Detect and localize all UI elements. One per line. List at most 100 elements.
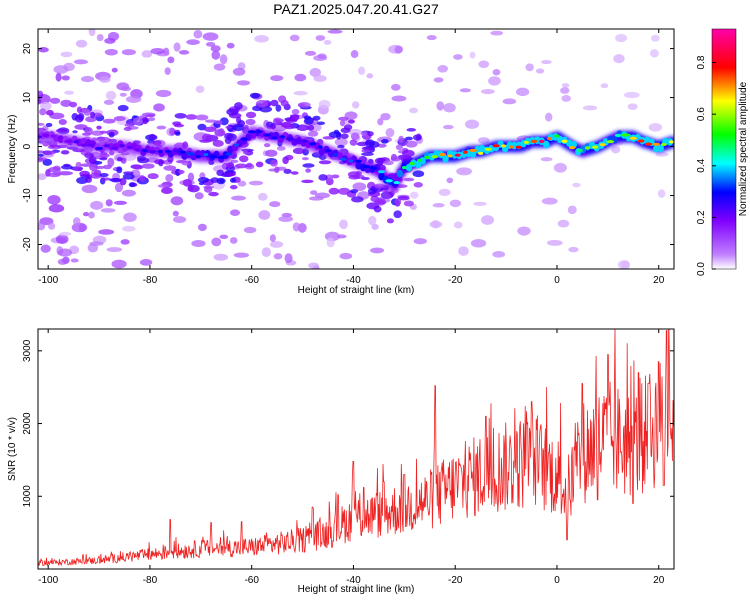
heatmap-cell — [182, 141, 189, 149]
heatmap-cell — [149, 133, 156, 140]
heatmap-cell — [47, 172, 61, 178]
heatmap-cell — [456, 167, 472, 176]
heatmap-cell — [649, 49, 659, 58]
heatmap-cell — [657, 144, 664, 153]
heatmap-cell — [613, 53, 625, 64]
heatmap-cell — [442, 155, 449, 163]
heatmap-cell — [278, 216, 294, 222]
x-tick-label: -60 — [244, 275, 259, 286]
heatmap-cell — [104, 37, 116, 44]
heatmap-cell — [347, 119, 356, 124]
heatmap-cell — [280, 99, 289, 107]
heatmap-cell — [48, 222, 56, 230]
heatmap-cell — [73, 140, 79, 144]
heatmap-cell — [205, 41, 216, 47]
heatmap-cell — [361, 176, 370, 181]
heatmap-cell — [245, 118, 256, 126]
heatmap-cell — [337, 187, 351, 195]
heatmap-cell — [307, 130, 319, 137]
heatmap-cell — [454, 153, 461, 157]
heatmap-cell — [405, 136, 413, 141]
snr-frame — [37, 328, 675, 570]
heatmap-cell — [248, 180, 264, 186]
x-tick-label: -100 — [38, 575, 58, 586]
heatmap-cell — [47, 194, 61, 205]
heatmap-cell — [255, 99, 269, 108]
snr-series-line — [38, 329, 674, 567]
colorbar-tick-label: 0.8 — [696, 55, 707, 69]
heatmap-cell — [199, 139, 212, 143]
heatmap-cell — [620, 260, 631, 269]
heatmap-cell — [181, 160, 190, 166]
colorbar-tick-label: 0.4 — [696, 158, 707, 172]
heatmap-cell — [247, 130, 256, 134]
heatmap-cell — [292, 147, 305, 155]
heatmap-cell — [637, 139, 645, 143]
heatmap-cell — [72, 166, 82, 172]
heatmap-cell — [123, 212, 137, 222]
heatmap-cell — [198, 181, 205, 186]
heatmap-cell — [172, 216, 187, 223]
heatmap-cell — [191, 239, 206, 248]
heatmap-cell — [126, 145, 133, 149]
heatmap-cell — [274, 166, 280, 174]
heatmap-cell — [331, 174, 340, 179]
heatmap-cell — [230, 159, 239, 164]
heatmap-cell — [305, 168, 311, 173]
y-tick-label: -10 — [22, 188, 33, 203]
heatmap-cell — [517, 226, 531, 236]
heatmap-cell — [606, 139, 615, 144]
heatmap-cell — [310, 190, 318, 195]
heatmap-cell — [599, 143, 607, 147]
heatmap-cell — [270, 75, 284, 82]
heatmap-cell — [63, 163, 71, 167]
heatmap-cell — [469, 148, 477, 153]
heatmap-cell — [391, 83, 401, 91]
heatmap-cell — [111, 67, 118, 73]
heatmap-cell — [309, 142, 317, 146]
heatmap-cell — [351, 101, 360, 109]
heatmap-cell — [139, 175, 146, 182]
spectrogram-y-axis: -20 -10 0 10 20 — [22, 43, 674, 252]
heatmap-cell — [42, 158, 53, 166]
heatmap-cell — [316, 121, 326, 126]
heatmap-cell — [53, 165, 61, 171]
heatmap-cell — [432, 203, 445, 208]
heatmap-cell — [538, 139, 545, 143]
heatmap-cell — [105, 90, 117, 101]
heatmap-cell — [156, 125, 167, 130]
x-tick-label: 20 — [653, 575, 665, 586]
heatmap-cell — [611, 145, 621, 154]
heatmap-cell — [271, 136, 278, 140]
heatmap-cell — [393, 210, 402, 219]
heatmap-cell — [245, 111, 257, 119]
heatmap-cell — [402, 166, 407, 170]
x-tick-label: 0 — [554, 275, 560, 286]
heatmap-cell — [386, 218, 394, 224]
heatmap-cell — [351, 196, 364, 203]
heatmap-cell — [554, 134, 560, 138]
colorbar-gradient — [711, 28, 737, 270]
heatmap-cell — [72, 217, 81, 226]
heatmap-cell — [89, 172, 103, 179]
heatmap-cell — [437, 65, 449, 73]
heatmap-cell — [102, 118, 116, 124]
heatmap-cell — [57, 258, 68, 265]
heatmap-cell — [245, 162, 253, 168]
heatmap-cell — [237, 80, 251, 86]
heatmap-cell — [38, 222, 46, 231]
heatmap-cell — [203, 152, 209, 157]
heatmap-cell — [186, 152, 195, 156]
heatmap-cell — [111, 259, 127, 269]
heatmap-cell — [294, 73, 307, 82]
heatmap-background-speckle — [38, 29, 669, 269]
heatmap-cell — [648, 122, 663, 132]
heatmap-cell — [38, 157, 48, 161]
heatmap-cell — [627, 103, 638, 110]
heatmap-cell — [119, 92, 127, 97]
heatmap-cell — [623, 91, 640, 99]
heatmap-cell — [348, 128, 363, 136]
x-tick-label: -100 — [38, 275, 58, 286]
heatmap-cell — [492, 250, 506, 258]
heatmap-cell — [114, 182, 124, 193]
